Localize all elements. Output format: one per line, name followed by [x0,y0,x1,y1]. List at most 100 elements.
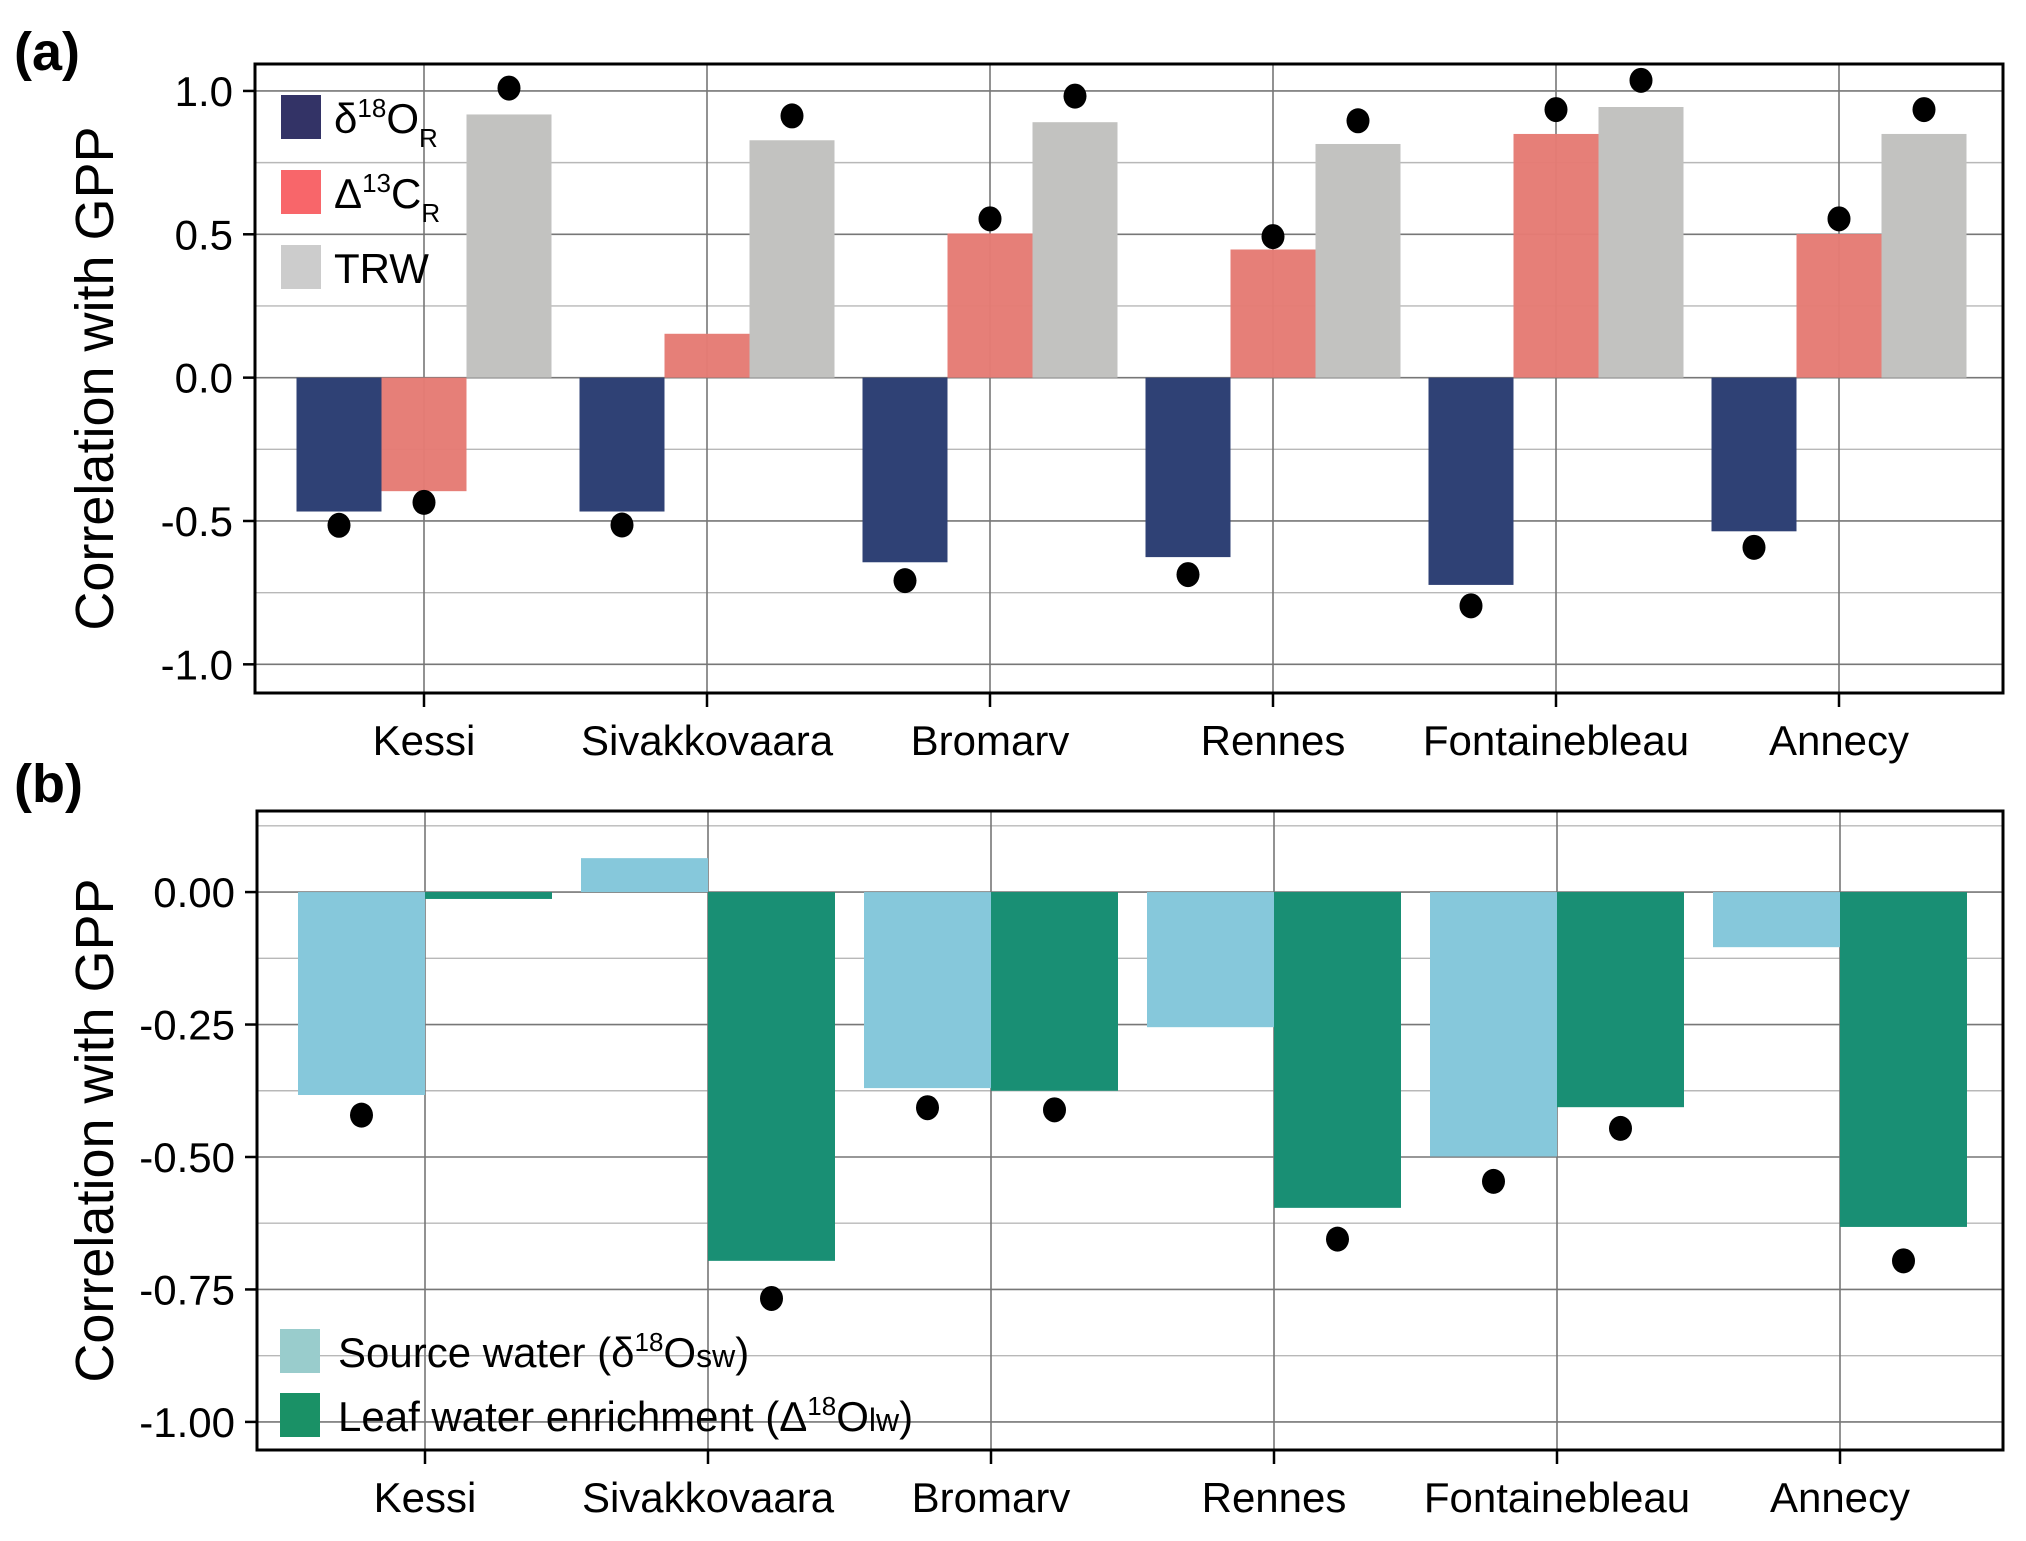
legend-small: lw [869,1402,900,1438]
point-bromarv-series-3 [1063,83,1087,109]
point-bromarv-series-1 [893,568,917,594]
y-tick-label: 1.0 [175,68,233,115]
bar-fontainebleau-series-1 [1428,377,1514,585]
point-annecy-series-1 [1742,534,1766,560]
point-bromarv-series-2 [1043,1097,1066,1123]
y-tick-label: -0.5 [161,498,233,545]
panel-b-x-axis: Kessi Sivakkovaara Bromarv Rennes Fontainebl… [374,1450,1910,1521]
legend-prefix: Source water (δ [338,1329,634,1376]
point-rennes-series-3 [1346,108,1370,134]
point-fontainebleau-series-2 [1544,97,1568,123]
legend-label: Source water (δ18Osw) [338,1327,749,1376]
y-tick-label: 0.5 [175,211,233,258]
bar-kessi-series-1 [298,892,425,1095]
x-tick-label-sivakkovaara: Sivakkovaara [581,717,834,764]
legend-item-1: Source water (δ18Osw) [280,1327,749,1376]
bar-fontainebleau-series-2 [1557,892,1684,1108]
legend-main: O [386,95,419,142]
bar-sivakkovaara-series-2 [664,333,750,378]
panel-a-y-axis-title: Correlation with GPP [65,126,125,630]
legend-swatch [280,1329,320,1373]
legend-superscript: 18 [634,1327,663,1357]
panel-b-bars [298,858,1967,1261]
panel-a-label: (a) [14,22,80,82]
x-tick-label-bromarv: Bromarv [911,717,1070,764]
y-tick-label: 0.00 [153,869,235,916]
point-sivakkovaara-series-1 [610,512,634,538]
bar-rennes-series-3 [1315,143,1401,378]
bar-kessi-series-2 [425,892,552,899]
x-tick-label-rennes: Rennes [1202,1474,1347,1521]
legend-suffix: ) [735,1329,749,1376]
legend-label: Δ13CR [334,168,440,228]
panel-b-legend: Source water (δ18Osw) Leaf water enrichme… [280,1327,913,1440]
panel-b-frame [255,809,2005,1452]
bar-rennes-series-1 [1145,377,1231,558]
bar-annecy-series-2 [1796,234,1882,378]
bar-sivakkovaara-series-1 [579,377,665,512]
x-tick-label-rennes: Rennes [1201,717,1346,764]
legend-superscript: 18 [357,93,386,123]
legend-symbol: δ [334,95,357,142]
bar-bromarv-series-2 [991,892,1118,1091]
legend-label: δ18OR [334,93,438,153]
bar-bromarv-series-1 [864,892,991,1089]
panel-b: (b) 0.00 -0.25 -0.50 -0.75 -1.00 Kessi Sivakk… [14,754,2005,1521]
x-tick-label-bromarv: Bromarv [912,1474,1071,1521]
x-tick-label-fontainebleau: Fontainebleau [1424,1474,1690,1521]
legend-swatch [280,1393,320,1437]
point-bromarv-series-1 [916,1095,939,1121]
legend-superscript: 18 [807,1391,836,1421]
legend-prefix: Leaf water enrichment (Δ [338,1393,807,1440]
legend-superscript: 13 [362,168,391,198]
point-rennes-series-1 [1176,562,1200,588]
x-tick-label-sivakkovaara: Sivakkovaara [582,1474,835,1521]
legend-main: O [836,1393,869,1440]
y-tick-label: -1.0 [161,641,233,688]
y-tick-label: -0.25 [139,1002,235,1049]
bar-kessi-series-1 [296,377,382,512]
bar-kessi-series-3 [466,114,552,378]
x-tick-label-annecy: Annecy [1769,717,1909,764]
x-tick-label-kessi: Kessi [374,1474,477,1521]
legend-label: TRW [334,245,429,292]
y-tick-label: -0.50 [139,1134,235,1181]
panel-b-points [350,1095,1915,1311]
bar-fontainebleau-series-3 [1598,107,1684,378]
legend-item-2: Leaf water enrichment (Δ18Olw) [280,1391,913,1440]
panel-a-bars [296,107,1967,585]
y-tick-label: -0.75 [139,1266,235,1313]
point-rennes-series-2 [1261,224,1285,250]
legend-main: O [663,1329,696,1376]
panel-b-grid [257,811,2003,1450]
panel-a-x-axis: Kessi Sivakkovaara Bromarv Rennes Fontainebl… [373,693,1909,764]
panel-a-legend: δ18OR Δ13CR TRW [281,93,440,292]
y-tick-label: 0.0 [175,355,233,402]
bar-fontainebleau-series-1 [1430,892,1557,1157]
legend-label: Leaf water enrichment (Δ18Olw) [338,1391,913,1440]
bar-bromarv-series-3 [1032,122,1118,378]
panel-a-points [327,67,1936,619]
bar-rennes-series-2 [1274,892,1401,1208]
x-tick-label-kessi: Kessi [373,717,476,764]
bar-kessi-series-2 [381,377,467,492]
bar-rennes-series-1 [1147,892,1274,1028]
panel-b-y-axis-title: Correlation with GPP [65,878,125,1382]
legend-main: C [391,170,421,217]
panel-b-label: (b) [14,754,83,814]
bar-sivakkovaara-series-3 [749,140,835,378]
point-kessi-series-1 [350,1102,373,1128]
point-kessi-series-1 [327,512,351,538]
bar-annecy-series-2 [1840,892,1967,1227]
bar-rennes-series-2 [1230,249,1316,378]
x-tick-label-annecy: Annecy [1770,1474,1910,1521]
bar-annecy-series-1 [1713,892,1840,948]
bar-bromarv-series-2 [947,233,1033,378]
point-fontainebleau-series-1 [1482,1168,1505,1194]
legend-subscript: R [419,123,438,153]
point-annecy-series-3 [1912,97,1936,123]
legend-item-2: Δ13CR [281,168,440,228]
point-kessi-series-3 [497,75,521,101]
point-fontainebleau-series-3 [1629,67,1653,93]
